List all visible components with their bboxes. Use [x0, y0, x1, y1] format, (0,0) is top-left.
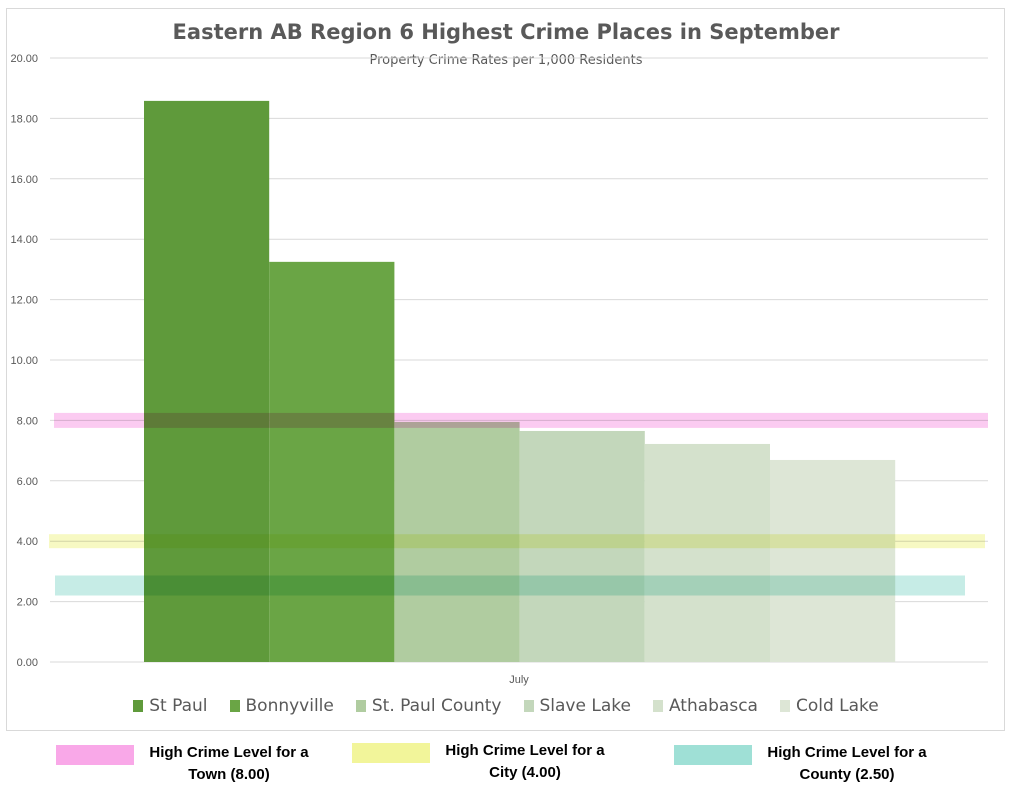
- legend-city-band: High Crime Level for a City (4.00): [352, 740, 620, 784]
- y-tick-label: 0.00: [17, 657, 38, 669]
- town-band-swatch: [56, 745, 134, 765]
- town-band-label: High Crime Level for a Town (8.00): [149, 744, 309, 783]
- y-tick-label: 14.00: [10, 234, 38, 246]
- reference-band: [55, 575, 965, 596]
- legend-label: Slave Lake: [539, 696, 631, 716]
- legend-item: Cold Lake: [779, 696, 879, 716]
- y-tick-label: 20.00: [10, 53, 38, 65]
- chart-frame: [6, 8, 1005, 731]
- legend-item: Slave Lake: [523, 696, 631, 716]
- county-band-swatch: [674, 745, 752, 765]
- y-tick-label: 16.00: [10, 174, 38, 186]
- legend-item: St. Paul County: [355, 696, 502, 716]
- legend-swatch: [133, 700, 144, 712]
- legend-swatch: [229, 700, 240, 712]
- legend-swatch: [779, 700, 790, 712]
- city-band-swatch: [352, 743, 430, 763]
- y-tick-label: 4.00: [17, 536, 38, 548]
- legend-label: St. Paul County: [371, 696, 502, 716]
- y-tick-label: 6.00: [17, 476, 38, 488]
- county-band-label: High Crime Level for a County (2.50): [767, 744, 927, 783]
- chart-subtitle: Property Crime Rates per 1,000 Residents: [369, 53, 643, 68]
- legend-item: St Paul: [133, 696, 208, 716]
- series-legend: St Paul Bonnyville St. Paul County Slave La…: [0, 696, 1012, 716]
- chart-title: Eastern AB Region 6 Highest Crime Places…: [172, 20, 840, 44]
- reference-band: [49, 534, 985, 549]
- legend-town-band: High Crime Level for a Town (8.00): [56, 742, 324, 786]
- bar-st-paul: [144, 100, 270, 662]
- x-tick-label: July: [509, 674, 529, 686]
- legend-label: St Paul: [149, 696, 208, 716]
- city-band-label: High Crime Level for a City (4.00): [445, 742, 605, 781]
- y-tick-label: 18.00: [10, 113, 38, 125]
- reference-band: [54, 412, 988, 428]
- legend-swatch: [355, 700, 366, 712]
- legend-swatch: [652, 700, 663, 712]
- bar-bonnyville: [269, 261, 395, 662]
- legend-label: Bonnyville: [245, 696, 334, 716]
- legend-item: Bonnyville: [229, 696, 334, 716]
- legend-item: Athabasca: [652, 696, 758, 716]
- legend-label: Athabasca: [668, 696, 758, 716]
- legend-county-band: High Crime Level for a County (2.50): [674, 742, 942, 786]
- y-tick-label: 12.00: [10, 295, 38, 307]
- bar-athabasca: [644, 443, 770, 662]
- legend-swatch: [523, 700, 534, 712]
- y-tick-label: 8.00: [17, 415, 38, 427]
- legend-label: Cold Lake: [795, 696, 879, 716]
- bar-cold-lake: [770, 459, 896, 662]
- y-tick-label: 2.00: [17, 597, 38, 609]
- y-tick-label: 10.00: [10, 355, 38, 367]
